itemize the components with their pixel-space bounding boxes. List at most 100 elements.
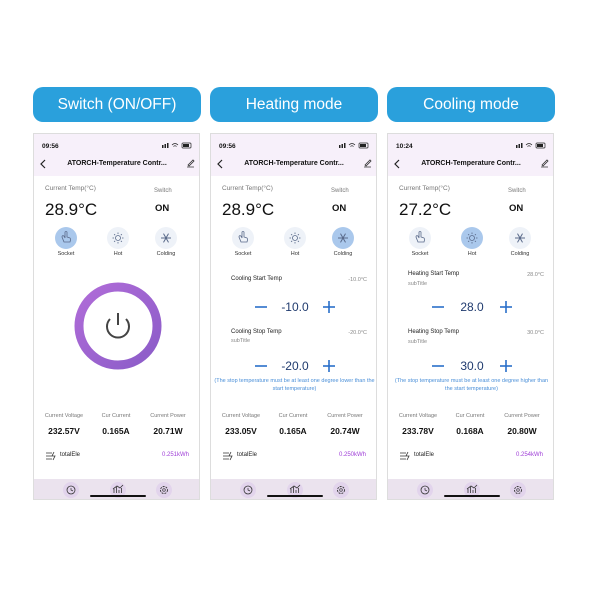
metric-value: 20.71W <box>153 425 183 436</box>
decrease-button[interactable] <box>432 361 444 371</box>
metric-label: Current Power <box>327 412 363 419</box>
increase-button[interactable] <box>500 360 512 372</box>
mode-label: Hot <box>113 250 123 257</box>
edit-button[interactable] <box>540 159 549 168</box>
status-time: 09:56 <box>219 143 236 151</box>
total-value: 0.254kWh <box>515 452 543 459</box>
mode-button[interactable] <box>332 227 354 249</box>
total-icon <box>223 451 233 461</box>
nav-button[interactable] <box>417 482 433 498</box>
mode-label: Colding <box>156 250 176 257</box>
edit-button[interactable] <box>186 159 195 168</box>
total-icon <box>400 451 410 461</box>
metric-value: 232.57V <box>48 425 80 436</box>
metric-label: Current Power <box>150 412 186 419</box>
setting-control-value: 30.0 <box>460 358 484 373</box>
current-temp-label: Current Temp(°C) <box>45 185 96 193</box>
switch-state: ON <box>155 203 170 215</box>
metric-value: 20.74W <box>330 425 360 436</box>
mode-button[interactable] <box>409 227 431 249</box>
setting-subtitle: subTitle <box>408 280 428 287</box>
status-icons <box>162 142 192 149</box>
status-icons <box>339 142 369 149</box>
back-button[interactable] <box>217 159 224 169</box>
switch-label: Switch <box>508 188 526 195</box>
mode-button[interactable] <box>232 227 254 249</box>
home-indicator <box>90 495 146 497</box>
metric-label: Cur Current <box>278 412 308 419</box>
nav-button[interactable] <box>156 482 172 498</box>
setting-subtitle: subTitle <box>231 337 251 344</box>
setting-value: -20.0°C <box>348 329 367 336</box>
app-header-background <box>211 134 376 176</box>
back-button[interactable] <box>394 159 401 169</box>
metric-label: Current Power <box>504 412 540 419</box>
nav-button[interactable] <box>333 482 349 498</box>
setting-subtitle: subTitle <box>408 338 428 345</box>
mode-label: Hot <box>290 250 300 257</box>
metric-value: 233.78V <box>402 425 434 436</box>
phone-screen: 10:24 ATORCH-Temperature Contr... Current … <box>387 133 554 500</box>
back-button[interactable] <box>40 159 47 169</box>
home-indicator <box>444 495 500 497</box>
mode-button[interactable] <box>509 227 531 249</box>
current-temp-value: 28.9°C <box>45 199 98 219</box>
mode-label: Colding <box>333 250 353 257</box>
switch-label: Switch <box>331 188 349 195</box>
nav-button[interactable] <box>110 482 126 498</box>
mode-label-button: Switch (ON/OFF) <box>33 87 201 122</box>
nav-button[interactable] <box>464 482 480 498</box>
mode-label-button: Cooling mode <box>387 87 555 122</box>
setting-label: Cooling Stop Temp <box>231 329 282 336</box>
setting-label: Cooling Start Temp <box>231 276 282 283</box>
mode-button[interactable] <box>284 227 306 249</box>
mode-label: Colding <box>510 250 530 257</box>
metric-label: Cur Current <box>101 412 131 419</box>
mode-label-button: Heating mode <box>210 87 378 122</box>
decrease-button[interactable] <box>255 302 267 312</box>
screen-title: ATORCH-Temperature Contr... <box>67 159 167 167</box>
increase-button[interactable] <box>500 301 512 313</box>
total-value: 0.250kWh <box>338 452 366 459</box>
screen-title: ATORCH-Temperature Contr... <box>421 159 521 167</box>
setting-value: 28.0°C <box>527 271 544 278</box>
switch-state: ON <box>332 203 347 215</box>
setting-value: -10.0°C <box>348 276 367 283</box>
increase-button[interactable] <box>323 360 335 372</box>
mode-label: Hot <box>467 250 477 257</box>
setting-control-value: -20.0 <box>281 358 309 373</box>
status-icons <box>516 142 546 149</box>
total-value: 0.251kWh <box>161 452 189 459</box>
nav-button[interactable] <box>63 482 79 498</box>
decrease-button[interactable] <box>432 302 444 312</box>
edit-button[interactable] <box>363 159 372 168</box>
app-header-background <box>34 134 199 176</box>
status-time: 09:56 <box>42 143 59 151</box>
metric-label: Current Voltage <box>398 412 438 419</box>
current-temp-value: 27.2°C <box>399 199 452 219</box>
metric-value: 0.168A <box>456 425 484 436</box>
metric-value: 0.165A <box>279 425 307 436</box>
increase-button[interactable] <box>323 301 335 313</box>
mode-button[interactable] <box>155 227 177 249</box>
mode-button[interactable] <box>55 227 77 249</box>
total-icon <box>46 451 56 461</box>
home-indicator <box>267 495 323 497</box>
metric-value: 20.80W <box>507 425 537 436</box>
nav-button[interactable] <box>510 482 526 498</box>
current-temp-value: 28.9°C <box>222 199 275 219</box>
setting-value: 30.0°C <box>527 329 544 336</box>
total-label: totalEle <box>237 452 258 459</box>
current-temp-label: Current Temp(°C) <box>399 185 450 193</box>
decrease-button[interactable] <box>255 361 267 371</box>
metric-value: 0.165A <box>102 425 130 436</box>
total-label: totalEle <box>414 452 435 459</box>
mode-button[interactable] <box>107 227 129 249</box>
nav-button[interactable] <box>240 482 256 498</box>
setting-label: Heating Stop Temp <box>408 329 459 336</box>
mode-button[interactable] <box>461 227 483 249</box>
setting-label: Heating Start Temp <box>408 271 460 278</box>
nav-button[interactable] <box>287 482 303 498</box>
power-ring[interactable] <box>74 282 162 370</box>
